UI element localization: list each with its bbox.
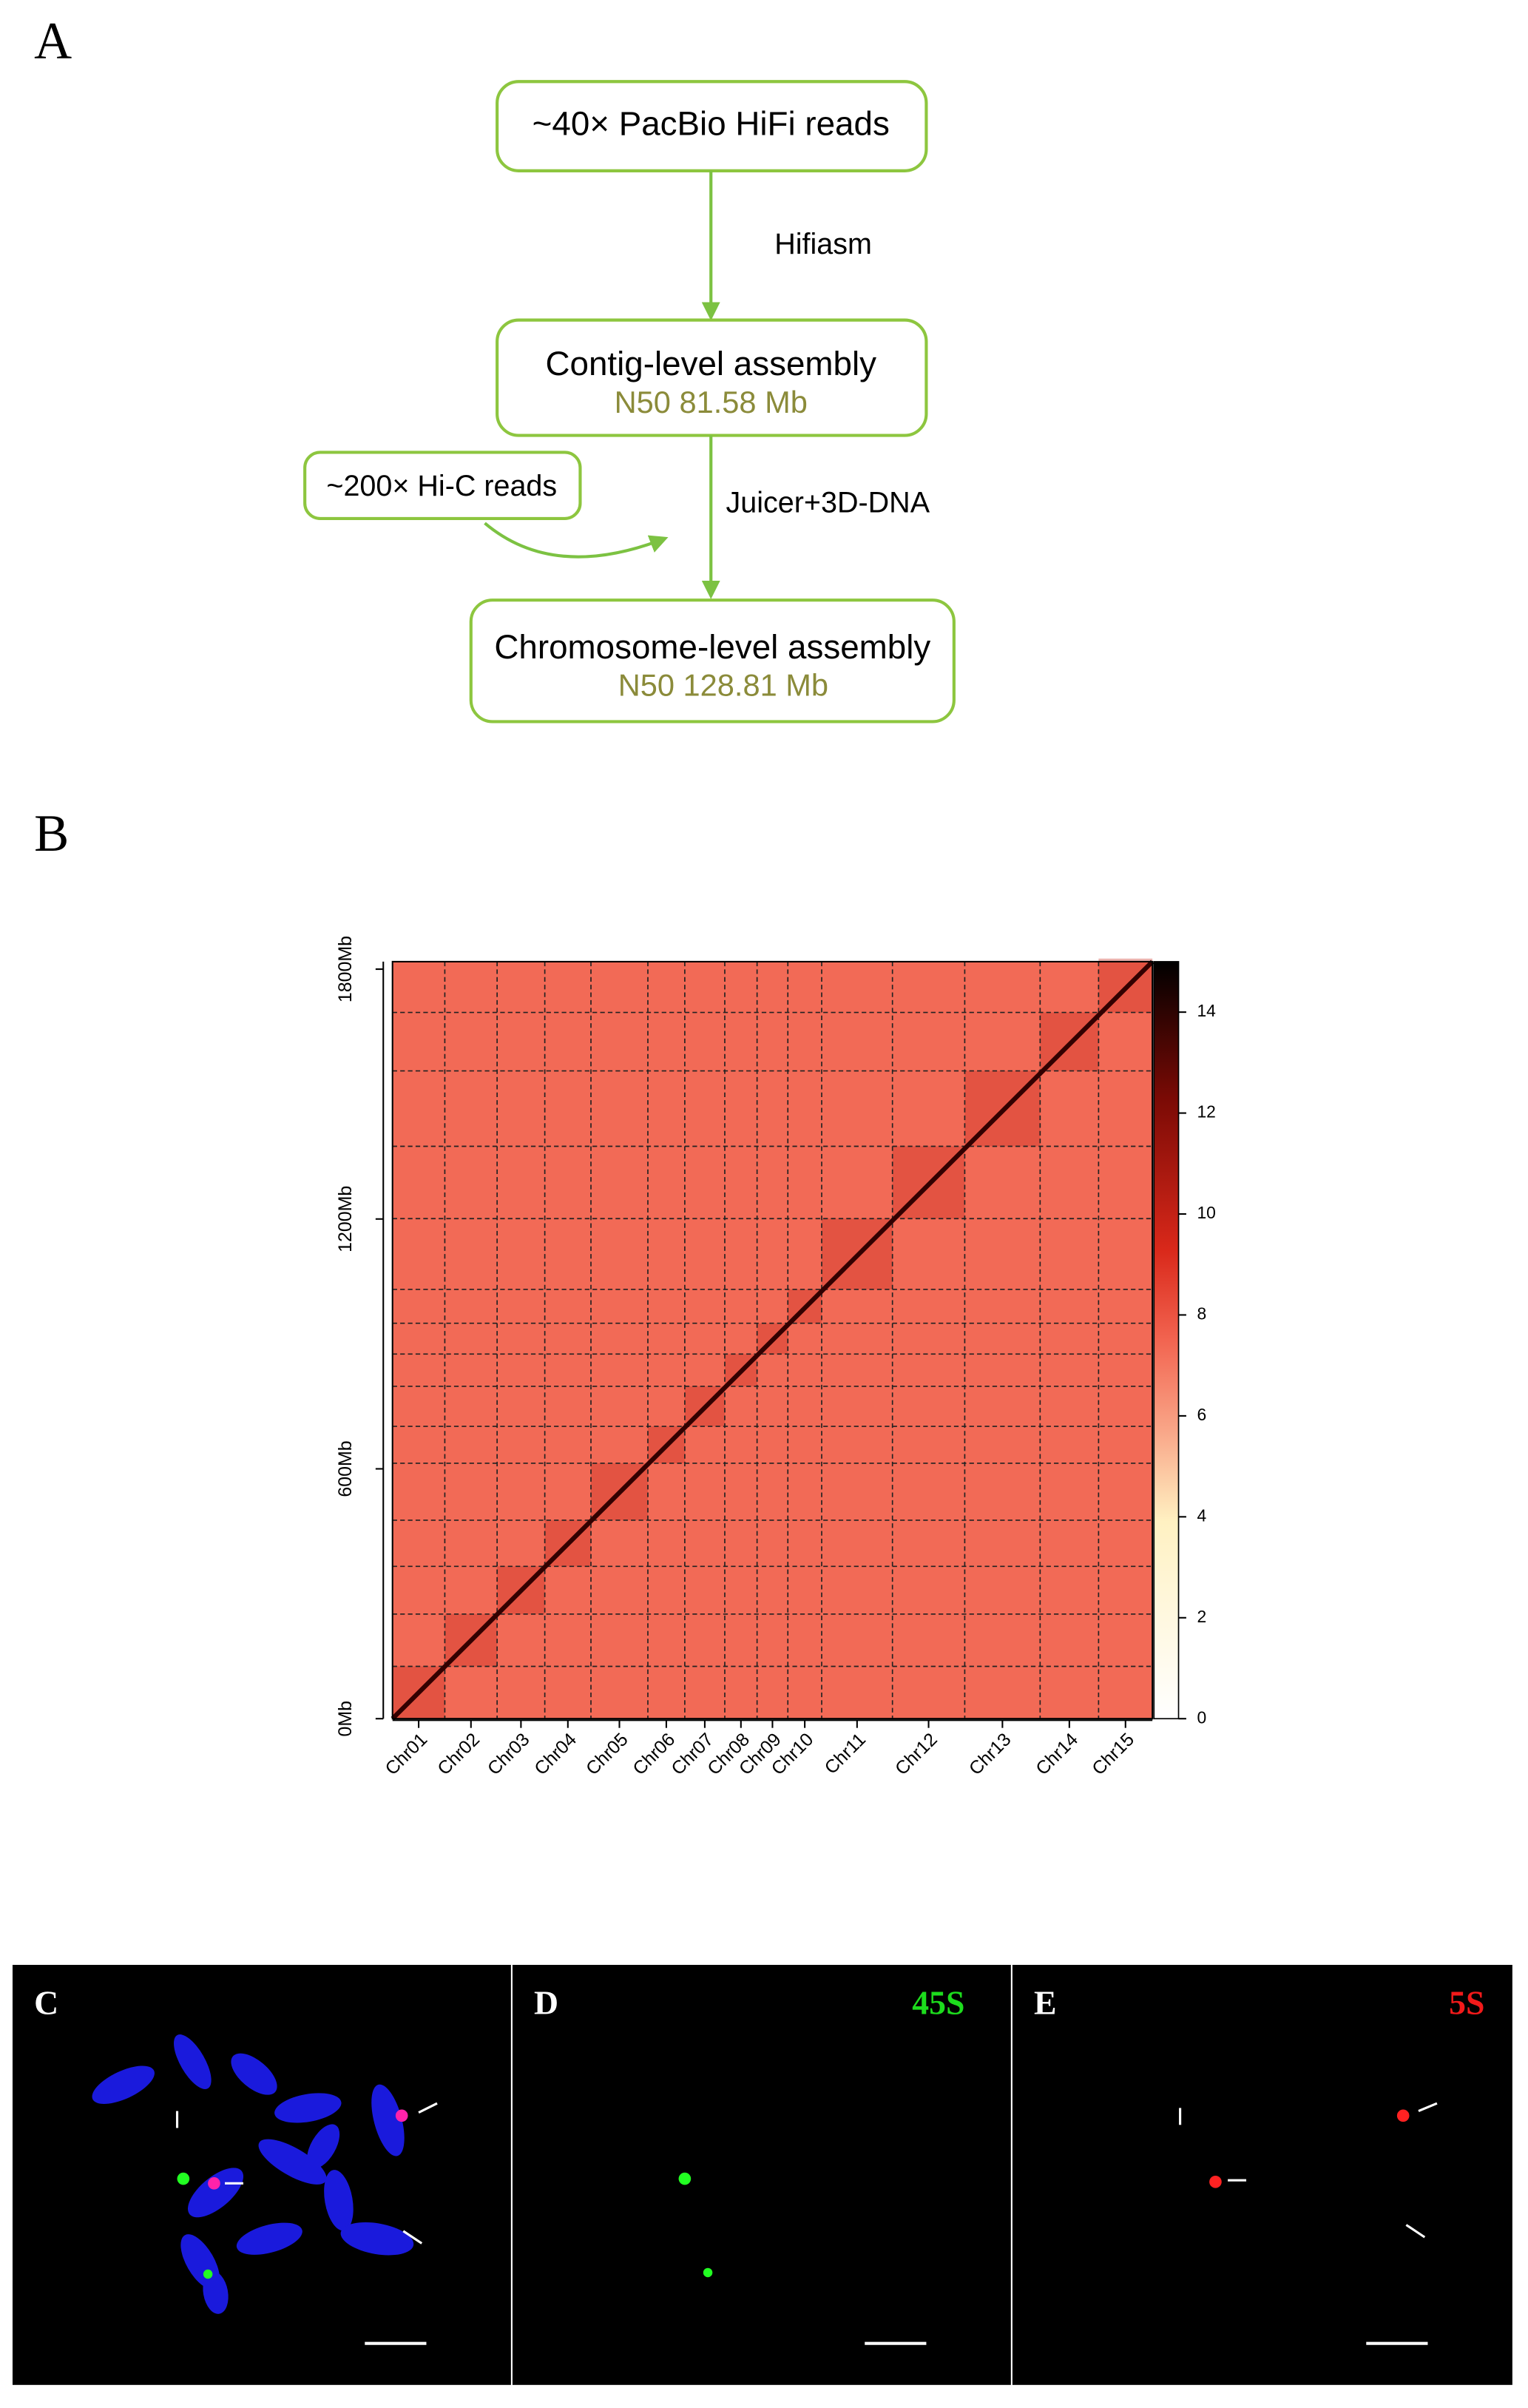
panel-label: E xyxy=(1034,1984,1057,2022)
colorbar-tick-label: 2 xyxy=(1197,1607,1206,1626)
image-d xyxy=(512,1964,1011,2385)
x-tick-label: Chr04 xyxy=(530,1729,581,1779)
node-label: Contig-level assembly xyxy=(545,345,876,382)
x-tick-label: Chr14 xyxy=(1032,1729,1082,1779)
image-c xyxy=(12,1964,511,2385)
y-tick-label: 1200Mb xyxy=(335,1186,356,1252)
panel-label: B xyxy=(34,805,69,863)
panel-label: D xyxy=(534,1984,558,2022)
node-box xyxy=(303,451,582,520)
node-label: ~40× PacBio HiFi reads xyxy=(533,105,890,143)
x-tick-label: Chr13 xyxy=(965,1729,1015,1779)
node-detail: N50 128.81 Mb xyxy=(618,668,828,703)
node-box xyxy=(469,598,956,724)
fish-panels: C D E 45S 5S xyxy=(12,1964,1512,2385)
node-detail: N50 81.58 Mb xyxy=(615,385,808,419)
y-tick-label: 600Mb xyxy=(335,1440,356,1497)
colorbar-tick-label: 8 xyxy=(1197,1304,1206,1323)
x-tick-label: Chr15 xyxy=(1088,1729,1138,1779)
edge-label: Juicer+3D-DNA xyxy=(726,487,930,519)
node-label: ~200× Hi-C reads xyxy=(326,470,557,502)
chromosomes xyxy=(92,2034,414,2314)
x-tick-label: Chr06 xyxy=(629,1729,679,1779)
colorbar-tick-label: 12 xyxy=(1197,1102,1215,1122)
colorbar-tick-label: 4 xyxy=(1197,1505,1206,1525)
probe-label: 5S xyxy=(1449,1984,1484,2022)
probe-label: 45S xyxy=(912,1984,964,2022)
frame xyxy=(391,960,1154,1720)
x-tick-label: Chr05 xyxy=(582,1729,632,1779)
y-tick-label: 0Mb xyxy=(335,1701,356,1737)
flowchart: A ~40× PacBio HiFi reads Hifiasm Contig-… xyxy=(34,13,956,724)
x-tick-label: Chr03 xyxy=(484,1729,534,1779)
x-tick-label: Chr01 xyxy=(381,1729,431,1779)
hic-heatmap: 0Mb 600Mb 1200Mb 1800Mb Chr01 Chr02 Chr03Chr04… xyxy=(335,936,1216,1779)
pointer-arrows xyxy=(175,2102,1438,2245)
colorbar-tick-label: 6 xyxy=(1197,1405,1206,1424)
node-label: Chromosome-level assembly xyxy=(494,628,930,666)
x-tick-label: Chr12 xyxy=(891,1729,942,1779)
x-tick-label: Chr11 xyxy=(821,1729,871,1778)
colorbar-tick-label: 14 xyxy=(1197,1001,1216,1020)
colorbar-tick-label: 0 xyxy=(1197,1707,1206,1727)
colorbar xyxy=(1153,961,1180,1720)
diagonal xyxy=(391,960,1155,1721)
x-tick-label: Chr02 xyxy=(433,1729,484,1779)
signals xyxy=(177,2109,1410,2279)
colorbar-tick-label: 10 xyxy=(1197,1203,1215,1222)
panel-label: A xyxy=(34,13,72,70)
edge-label: Hifiasm xyxy=(774,228,872,260)
image-e xyxy=(1012,1964,1512,2385)
y-tick-label: 1800Mb xyxy=(335,936,356,1002)
panel-label: C xyxy=(34,1984,58,2022)
arrow xyxy=(484,522,669,559)
